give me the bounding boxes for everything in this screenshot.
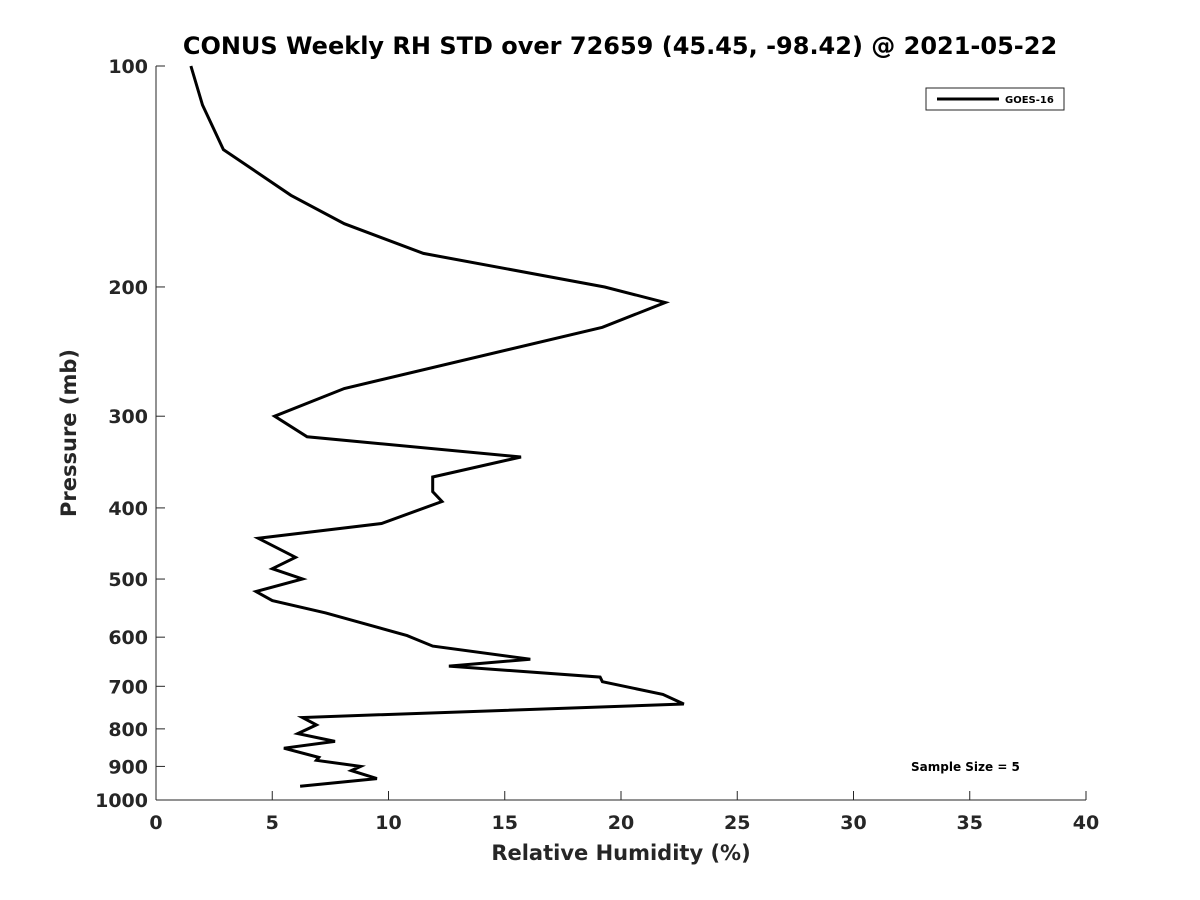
y-tick-label: 1000 [95,790,148,812]
y-tick-label: 300 [108,406,148,428]
x-ticks: 0 5 10 15 20 25 30 35 40 [149,791,1099,834]
x-tick-label: 40 [1073,812,1099,834]
y-axis-label: Pressure (mb) [57,349,81,517]
x-tick-label: 15 [492,812,518,834]
x-tick-label: 0 [149,812,162,834]
y-tick-label: 700 [108,676,148,698]
x-tick-label: 5 [266,812,279,834]
series-layer [189,65,685,788]
x-tick-label: 30 [840,812,866,834]
x-axis-label: Relative Humidity (%) [491,841,750,865]
sample-size-annotation: Sample Size = 5 [911,760,1020,774]
y-ticks: 100 200 300 400 500 600 700 800 900 1000 [95,56,165,812]
y-tick-label: 600 [108,627,148,649]
y-tick-label: 900 [108,756,148,778]
legend-label-goes-16: GOES-16 [1005,95,1054,106]
series-line-goes-16 [189,65,685,788]
x-tick-label: 10 [375,812,401,834]
y-tick-label: 800 [108,719,148,741]
y-tick-label: 200 [108,277,148,299]
y-tick-label: 500 [108,569,148,591]
legend: GOES-16 [925,87,1065,111]
x-tick-label: 20 [608,812,634,834]
chart-title: CONUS Weekly RH STD over 72659 (45.45, -… [183,32,1057,60]
x-tick-label: 25 [724,812,750,834]
y-tick-label: 100 [108,56,148,78]
x-tick-label: 35 [957,812,983,834]
y-tick-label: 400 [108,498,148,520]
